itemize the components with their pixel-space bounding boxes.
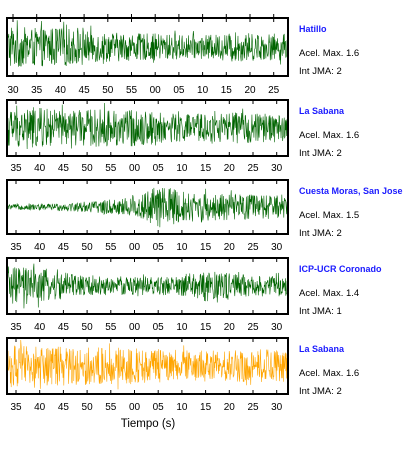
x-tick-label: 25: [247, 322, 259, 333]
x-tick-label: 10: [176, 402, 188, 413]
acel-max-label: Acel. Max. 1.6: [299, 48, 359, 59]
x-tick-label: 30: [271, 402, 283, 413]
x-tick-label: 00: [129, 163, 141, 174]
x-tick-label: 15: [200, 402, 212, 413]
x-tick-label: 50: [82, 242, 94, 253]
x-tick-label: 25: [268, 85, 280, 96]
x-tick-label: 50: [102, 85, 114, 96]
x-tick-label: 35: [10, 322, 22, 333]
panel-2: 35 40 45 50 55 00 05 10 15 20 25 30 La Sabana Acel. M…: [6, 99, 359, 174]
panel-4: 35 40 45 50 55 00 05 10 15 20 25 30 ICP-UCR Coronado…: [6, 257, 382, 333]
int-jma-label: Int JMA: 1: [299, 306, 342, 317]
x-tick-label: 35: [10, 242, 22, 253]
x-tick-label: 05: [173, 85, 185, 96]
x-tick-label: 10: [176, 163, 188, 174]
x-tick-label: 20: [224, 402, 236, 413]
acel-max-label: Acel. Max. 1.5: [299, 210, 359, 221]
x-tick-label: 45: [58, 242, 70, 253]
x-tick-label: 55: [105, 242, 117, 253]
panel-frame: [6, 99, 289, 157]
station-name: Cuesta Moras, San Jose: [299, 186, 403, 196]
x-tick-label: 05: [153, 163, 165, 174]
x-axis-label: Tiempo (s): [121, 418, 176, 430]
x-tick-label: 10: [176, 242, 188, 253]
station-name: ICP-UCR Coronado: [299, 264, 382, 274]
station-name: La Sabana: [299, 344, 345, 354]
panel-1: 30 35 40 45 50 55 00 05 10 15 20 25 Hatillo Acel. Max…: [6, 14, 359, 96]
x-tick-label: 20: [244, 85, 256, 96]
x-tick-label: 45: [58, 402, 70, 413]
x-tick-label: 30: [271, 163, 283, 174]
x-tick-label: 05: [153, 322, 165, 333]
x-tick-label: 15: [200, 163, 212, 174]
series-line-1: [7, 20, 288, 67]
series-line-4: [7, 263, 288, 309]
int-jma-label: Int JMA: 2: [299, 66, 342, 77]
panel-3: 35 40 45 50 55 00 05 10 15 20 25 30 Cuesta Moras, Sa…: [6, 179, 403, 253]
x-tick-label: 05: [153, 402, 165, 413]
x-tick-label: 15: [200, 242, 212, 253]
x-tick-label: 10: [197, 85, 209, 96]
int-jma-label: Int JMA: 2: [299, 386, 342, 397]
x-tick-label: 40: [34, 322, 46, 333]
x-tick-label: 45: [58, 322, 70, 333]
series-line-3: [7, 187, 288, 228]
x-tick-label: 50: [82, 163, 94, 174]
acel-max-label: Acel. Max. 1.4: [299, 288, 359, 299]
int-jma-label: Int JMA: 2: [299, 148, 342, 159]
x-tick-label: 20: [224, 322, 236, 333]
station-name: La Sabana: [299, 106, 345, 116]
x-tick-label: 55: [105, 163, 117, 174]
x-tick-label: 35: [10, 402, 22, 413]
panel-frame: [6, 257, 289, 315]
panel-frame: [6, 337, 289, 395]
x-tick-label: 00: [129, 242, 141, 253]
x-tick-label: 45: [58, 163, 70, 174]
acel-max-label: Acel. Max. 1.6: [299, 368, 359, 379]
x-tick-label: 00: [129, 322, 141, 333]
x-tick-label: 25: [247, 163, 259, 174]
x-tick-label: 25: [247, 402, 259, 413]
x-tick-label: 15: [200, 322, 212, 333]
x-tick-label: 50: [82, 402, 94, 413]
x-tick-label: 05: [153, 242, 165, 253]
x-tick-label: 00: [129, 402, 141, 413]
series-line-2: [7, 103, 288, 150]
x-tick-label: 55: [105, 322, 117, 333]
series-line-5: [7, 339, 288, 390]
x-tick-label: 30: [271, 242, 283, 253]
acel-max-label: Acel. Max. 1.6: [299, 130, 359, 141]
x-tick-label: 40: [34, 163, 46, 174]
x-tick-label: 40: [55, 85, 67, 96]
x-tick-label: 10: [176, 322, 188, 333]
x-tick-label: 40: [34, 402, 46, 413]
x-tick-label: 15: [221, 85, 233, 96]
panel-5: 35 40 45 50 55 00 05 10 15 20 25 30 La Sabana Acel. M…: [6, 337, 359, 413]
x-tick-label: 40: [34, 242, 46, 253]
x-tick-label: 20: [224, 242, 236, 253]
x-tick-label: 55: [105, 402, 117, 413]
x-tick-label: 30: [271, 322, 283, 333]
x-tick-label: 50: [82, 322, 94, 333]
station-name: Hatillo: [299, 24, 327, 34]
x-tick-label: 25: [247, 242, 259, 253]
x-tick-label: 55: [126, 85, 138, 96]
int-jma-label: Int JMA: 2: [299, 228, 342, 239]
x-tick-label: 30: [7, 85, 19, 96]
x-tick-label: 20: [224, 163, 236, 174]
x-tick-label: 35: [31, 85, 43, 96]
x-tick-label: 45: [79, 85, 91, 96]
x-tick-label: 00: [150, 85, 162, 96]
panel-frame: [6, 179, 289, 235]
x-tick-label: 35: [10, 163, 22, 174]
panel-frame: [6, 17, 289, 77]
seismogram-panels: 30 35 40 45 50 55 00 05 10 15 20 25 Hatillo Acel. Max…: [6, 14, 403, 413]
